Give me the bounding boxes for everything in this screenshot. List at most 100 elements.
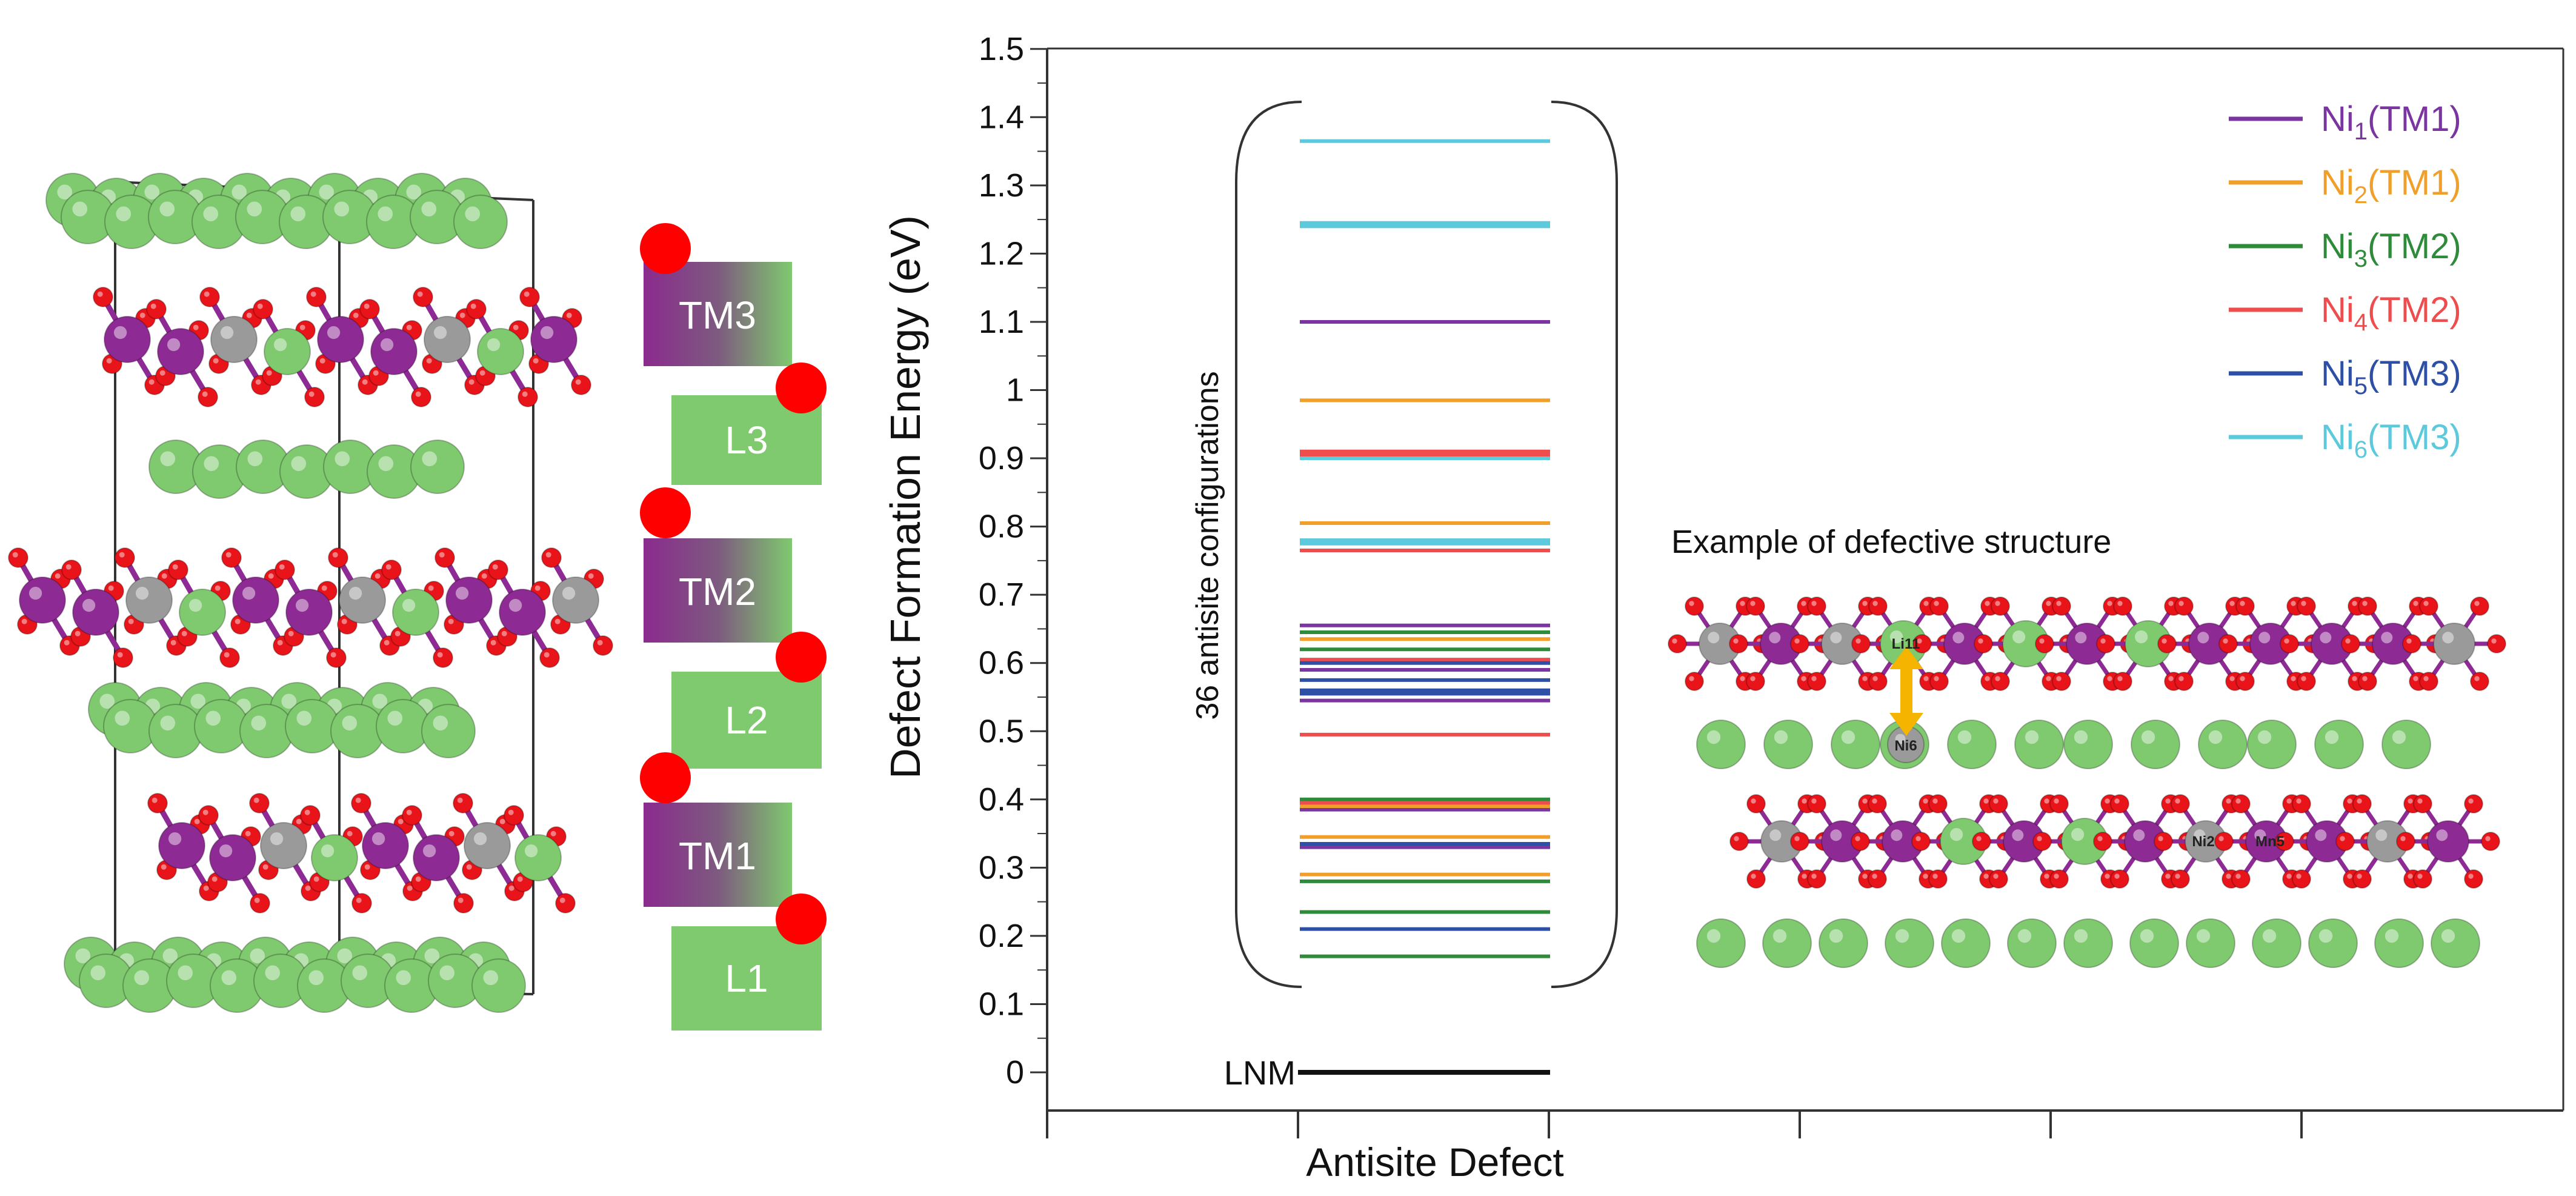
oxygen-atom-highlight (2056, 676, 2062, 681)
oxygen-atom-highlight (211, 876, 218, 882)
layer-label-l2: L2 (725, 698, 768, 742)
transition-metal-atom (499, 589, 546, 636)
oxygen-atom-highlight (517, 876, 523, 882)
oxygen-atom-highlight (2165, 874, 2171, 879)
transition-metal-atom-highlight (295, 598, 309, 612)
oxygen-atom-highlight (2417, 798, 2423, 804)
lithium-atom-highlight (2325, 730, 2339, 744)
y-tick-label: 1.4 (979, 99, 1024, 135)
oxygen-atom (253, 299, 273, 319)
oxygen-atom (2171, 869, 2190, 889)
oxygen-atom-highlight (277, 640, 283, 646)
oxygen-atom-highlight (1872, 798, 1877, 804)
lithium-atom-highlight (378, 206, 393, 222)
layer-label-l1: L1 (725, 957, 768, 1000)
oxygen-atom (1746, 672, 1765, 691)
oxygen-marker (776, 632, 827, 683)
oxygen-atom-highlight (2178, 676, 2184, 681)
lithium-atom (2314, 720, 2364, 769)
oxygen-atom (2464, 794, 2483, 813)
legend: Ni1(TM1)Ni2(TM1)Ni3(TM2)Ni4(TM2)Ni5(TM3)… (2229, 99, 2461, 463)
oxygen-atom (1807, 672, 1826, 691)
oxygen-atom-highlight (522, 391, 528, 397)
y-ticks: 0 0.1 0.2 0.3 0.4 0.5 0.6 0.7 0.8 0.9 1 1.1 1.2 1.3 1.… (979, 31, 1047, 1091)
oxygen-atom (2419, 672, 2438, 691)
transition-metal-atom (209, 834, 256, 881)
oxygen-atom-highlight (1750, 676, 1756, 681)
oxygen-atom (2035, 634, 2054, 653)
oxygen-atom-highlight (428, 585, 434, 591)
lithium-atom (421, 704, 476, 758)
oxygen-atom (541, 547, 562, 568)
oxygen-atom-highlight (257, 303, 263, 309)
oxygen-atom (2214, 832, 2234, 851)
transition-metal-atom-highlight (508, 598, 522, 612)
oxygen-atom-highlight (330, 652, 336, 658)
oxygen-atom-highlight (288, 630, 294, 636)
lithium-atom-highlight (281, 693, 297, 709)
oxygen-atom-highlight (2114, 798, 2120, 804)
lithium-atom-highlight (334, 451, 350, 467)
oxygen-atom (1807, 596, 1826, 616)
oxygen-atom-highlight (2218, 836, 2224, 841)
oxygen-atom (1746, 794, 1766, 813)
bracket-label: 36 antisite configurations (1190, 371, 1225, 720)
crystal-structure-illustration (8, 173, 613, 1013)
lithium-atom-highlight (221, 970, 237, 986)
defective-structure-inset: Example of defective structure Li11 Ni6 Ni… (1668, 524, 2506, 968)
oxygen-atom-highlight (313, 876, 319, 882)
oxygen-atom (1972, 832, 1991, 851)
oxygen-atom (1868, 672, 1888, 691)
lithium-atom-highlight (134, 970, 150, 986)
oxygen-atom (8, 547, 28, 568)
y-tick-label: 0.6 (979, 645, 1024, 681)
transition-metal-atom (19, 576, 66, 624)
oxygen-atom-highlight (2054, 798, 2059, 804)
oxygen-atom-highlight (2352, 601, 2357, 606)
lithium-atom-highlight (1895, 929, 1909, 943)
oxygen-atom-highlight (2347, 798, 2352, 804)
lithium-atom (2252, 918, 2301, 968)
oxygen-atom-highlight (364, 864, 370, 870)
transition-metal-atom (445, 576, 493, 624)
oxygen-atom (1974, 634, 1993, 653)
transition-metal-atom-highlight (2133, 829, 2145, 841)
legend-site: (TM1) (2368, 99, 2461, 139)
oxygen-atom (1991, 596, 2010, 616)
oxygen-atom (2413, 869, 2432, 889)
oxygen-atom-highlight (305, 885, 311, 891)
transition-metal-atom (464, 822, 511, 869)
transition-metal-atom-highlight (1895, 733, 1906, 744)
oxygen-atom-highlight (407, 885, 413, 891)
lithium-atom (2198, 720, 2248, 769)
oxygen-atom-highlight (1855, 836, 1860, 841)
legend-label-ni2: Ni2(TM1) (2321, 163, 2461, 209)
lithium-atom (2186, 918, 2235, 968)
oxygen-atom-highlight (2097, 836, 2103, 841)
oxygen-atom (1807, 869, 1826, 889)
oxygen-atom-highlight (55, 573, 61, 579)
oxygen-atom (571, 375, 591, 395)
lithium-atom (2063, 720, 2113, 769)
transition-metal-atom (311, 834, 358, 881)
lithium-atom-highlight (296, 710, 312, 726)
oxygen-atom (2297, 596, 2316, 616)
transition-metal-atom (72, 589, 119, 636)
transition-metal-atom-highlight (455, 586, 469, 600)
transition-metal-atom (413, 834, 460, 881)
oxygen-atom-highlight (2357, 798, 2362, 804)
oxygen-atom (2231, 794, 2251, 813)
x-axis-label: Antisite Defect (1306, 1140, 1564, 1184)
oxygen-atom-highlight (1995, 601, 2000, 606)
y-tick-label: 1.1 (979, 304, 1024, 340)
lithium-atom-highlight (250, 948, 265, 964)
oxygen-atom-highlight (2054, 874, 2059, 879)
oxygen-atom-highlight (544, 652, 550, 658)
oxygen-atom (1729, 634, 1748, 653)
legend-site: (TM3) (2368, 418, 2461, 457)
oxygen-atom (2096, 634, 2115, 653)
oxygen-atom (2275, 832, 2294, 851)
oxygen-atom-highlight (2168, 601, 2174, 606)
lithium-atom-highlight (433, 715, 448, 731)
transition-metal-atom-highlight (433, 326, 447, 339)
